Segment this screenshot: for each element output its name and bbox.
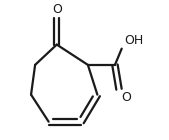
Text: OH: OH bbox=[124, 34, 144, 47]
Text: O: O bbox=[52, 3, 62, 16]
Text: O: O bbox=[122, 91, 132, 104]
